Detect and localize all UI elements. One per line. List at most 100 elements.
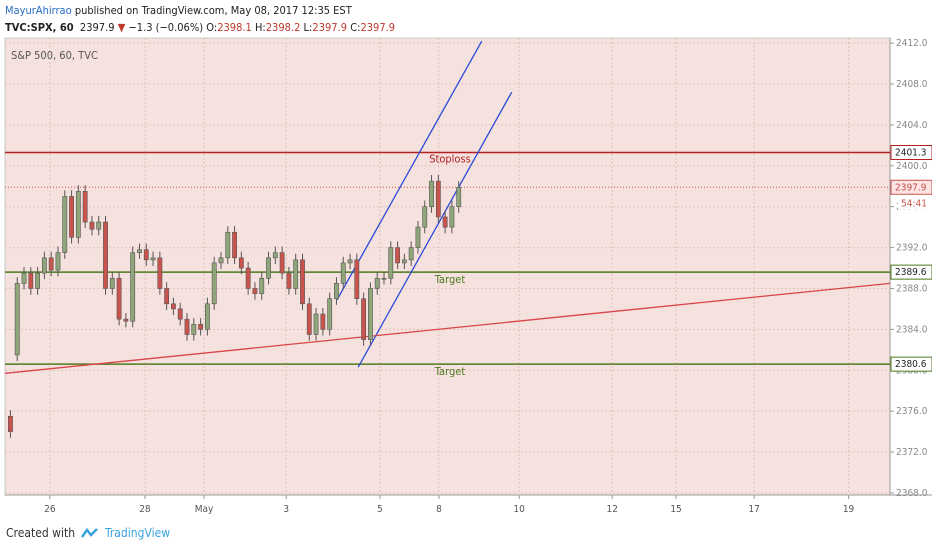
y-tick-label: 2372.0 [896, 447, 928, 458]
candle-body [62, 196, 68, 253]
change: −1.3 (−0.06%) [128, 21, 204, 34]
header-line: TVC:SPX, 60 2397.9 ▼ −1.3 (−0.06%) O:239… [5, 19, 395, 36]
candle-body [137, 249, 142, 253]
candle-body [198, 323, 204, 330]
candle-body [238, 257, 244, 269]
h: 2398.2 [265, 21, 301, 34]
l: 2397.9 [312, 21, 348, 34]
brand[interactable]: TradingView [105, 526, 171, 540]
level-note: Stoploss [429, 153, 471, 166]
candle-body [334, 283, 339, 300]
x-tick-label: 8 [436, 504, 442, 515]
x-tick-label: 10 [513, 504, 525, 515]
candle-body [374, 277, 380, 289]
candle-body [354, 259, 360, 300]
candle-body [157, 257, 163, 289]
candle-body [442, 216, 448, 228]
x-tick-label: 28 [139, 504, 151, 515]
candle-body [401, 259, 407, 264]
last: 2397.9 [79, 21, 115, 34]
y-tick-label: 2376.0 [896, 406, 928, 417]
trend-line [336, 40, 483, 301]
candle-body [456, 186, 462, 207]
x-tick-label: 26 [44, 504, 56, 515]
candle-body [313, 313, 319, 335]
candle-body [103, 221, 108, 289]
candle-body [422, 206, 428, 228]
logo [81, 527, 98, 538]
candle-body [272, 252, 278, 259]
candle-body [286, 272, 292, 289]
x-tick-label: 12 [606, 504, 617, 515]
y-tick-label: 2408.0 [896, 79, 928, 90]
price-tag [890, 145, 932, 161]
price-tag-label: 2397.9 [895, 182, 927, 193]
candle-body [177, 308, 183, 320]
candle-body [300, 259, 305, 305]
y-tick-label: 2412.0 [896, 38, 928, 49]
plot-area [4, 37, 891, 496]
o: 2398.1 [217, 21, 252, 34]
candle-body [368, 288, 373, 340]
candle-body [266, 257, 271, 279]
price-tag [890, 356, 932, 372]
y-tick-label: 2404.0 [896, 120, 928, 131]
candle-body [225, 231, 231, 259]
price-tag [890, 264, 932, 280]
candle-body [48, 257, 54, 271]
candle-body [429, 180, 434, 207]
chart-title: S&P 500, 60, TVC [11, 49, 98, 62]
level-note: Target [434, 273, 466, 286]
level-note: Target [434, 365, 466, 378]
candle-body [123, 318, 129, 322]
x-tick-label: 15 [670, 504, 681, 515]
candle-body [204, 303, 210, 330]
candle-body [69, 196, 74, 238]
candle-body [293, 259, 299, 289]
candle-body [415, 226, 421, 248]
candle-body [449, 206, 455, 228]
published: published on TradingView.com, May 08, 20… [74, 4, 352, 17]
candle-body [41, 257, 47, 274]
y-tick-label: 2368.0 [896, 488, 928, 499]
candle-body [245, 267, 251, 289]
candle-body [55, 252, 61, 271]
candle-body [96, 221, 102, 230]
candle-body [143, 249, 149, 261]
author[interactable]: MayurAhirrao [5, 4, 72, 17]
chart: Stoploss Target Target S&P 500, 60, TVC 236… [4, 37, 932, 515]
candle-body [171, 303, 176, 310]
created-with: Created with [6, 526, 76, 540]
header: MayurAhirrao published on TradingView.co… [5, 2, 395, 36]
y-tick-label: 2400.0 [896, 161, 928, 172]
candle-body [395, 247, 400, 264]
c: 2397.9 [360, 21, 396, 34]
y-tick-label: 2388.0 [896, 283, 928, 294]
l-label: L: [303, 21, 313, 34]
c-label: C: [350, 21, 361, 34]
candle-body [252, 288, 258, 294]
candle-body [35, 272, 41, 289]
x-tick-label: 5 [377, 504, 383, 515]
price-tag-label: 2401.3 [895, 148, 926, 159]
plot: Stoploss Target Target [5, 38, 890, 495]
x-tick-label: 19 [843, 504, 855, 515]
candle-body [388, 247, 394, 279]
x-tick-label: 3 [283, 504, 289, 515]
candle-body [130, 252, 136, 322]
candle-body [109, 277, 115, 289]
trend-line [5, 282, 890, 374]
candle-body [340, 262, 346, 284]
countdown-tag [898, 196, 932, 210]
candle-body [164, 288, 170, 305]
price-tag-label: 2389.6 [895, 267, 927, 278]
candle-body [435, 180, 441, 218]
price-tag-label: 2380.6 [895, 359, 927, 370]
header-line: MayurAhirrao published on TradingView.co… [5, 2, 395, 19]
candle-body [75, 191, 81, 238]
candle-body [21, 272, 27, 284]
candle-body [327, 298, 333, 330]
candle-body [28, 272, 34, 289]
y-tick-label: 2392.0 [896, 243, 928, 254]
